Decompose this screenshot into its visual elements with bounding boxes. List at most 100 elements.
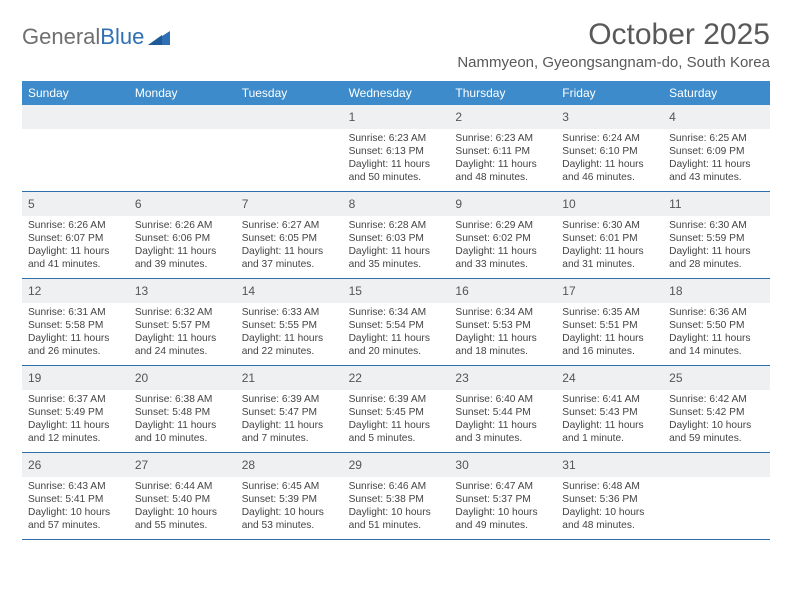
day-detail-line: Sunset: 5:40 PM [135, 493, 230, 506]
day-details: Sunrise: 6:36 AMSunset: 5:50 PMDaylight:… [663, 303, 770, 364]
weekday-sunday: Sunday [22, 81, 129, 105]
day-details: Sunrise: 6:39 AMSunset: 5:45 PMDaylight:… [343, 390, 450, 451]
day-number-row: 18 [663, 279, 770, 303]
day-number-row: 7 [236, 192, 343, 216]
day-detail-line: Daylight: 11 hours [28, 245, 123, 258]
day-details: Sunrise: 6:44 AMSunset: 5:40 PMDaylight:… [129, 477, 236, 538]
day-cell: 25Sunrise: 6:42 AMSunset: 5:42 PMDayligh… [663, 366, 770, 452]
day-cell-empty: . [22, 105, 129, 191]
day-detail-line: Sunrise: 6:31 AM [28, 306, 123, 319]
day-number: 30 [455, 458, 468, 472]
day-detail-line: Sunset: 6:10 PM [562, 145, 657, 158]
day-detail-line: Daylight: 11 hours [242, 245, 337, 258]
day-detail-line: Sunset: 6:01 PM [562, 232, 657, 245]
day-number-row: 12 [22, 279, 129, 303]
day-detail-line: Daylight: 11 hours [669, 332, 764, 345]
day-detail-line: Daylight: 11 hours [135, 245, 230, 258]
day-number-row: 2 [449, 105, 556, 129]
day-details: Sunrise: 6:34 AMSunset: 5:54 PMDaylight:… [343, 303, 450, 364]
day-number-row: 21 [236, 366, 343, 390]
day-number: 11 [669, 197, 681, 211]
day-detail-line: Sunset: 5:54 PM [349, 319, 444, 332]
day-detail-line: Sunset: 5:44 PM [455, 406, 550, 419]
day-detail-line: Daylight: 10 hours [135, 506, 230, 519]
day-number: 15 [349, 284, 362, 298]
day-detail-line: Daylight: 11 hours [562, 332, 657, 345]
day-detail-line: Sunrise: 6:36 AM [669, 306, 764, 319]
day-detail-line: Sunrise: 6:37 AM [28, 393, 123, 406]
day-cell: 7Sunrise: 6:27 AMSunset: 6:05 PMDaylight… [236, 192, 343, 278]
day-detail-line: Sunrise: 6:28 AM [349, 219, 444, 232]
day-detail-line: Sunrise: 6:38 AM [135, 393, 230, 406]
day-detail-line: Sunset: 5:38 PM [349, 493, 444, 506]
day-number: 3 [562, 110, 569, 124]
day-details: Sunrise: 6:30 AMSunset: 5:59 PMDaylight:… [663, 216, 770, 277]
day-detail-line: and 26 minutes. [28, 345, 123, 358]
day-detail-line: Daylight: 10 hours [242, 506, 337, 519]
day-detail-line: and 16 minutes. [562, 345, 657, 358]
day-detail-line: Daylight: 11 hours [669, 245, 764, 258]
day-details: Sunrise: 6:34 AMSunset: 5:53 PMDaylight:… [449, 303, 556, 364]
day-detail-line: Sunset: 5:53 PM [455, 319, 550, 332]
week-row: 12Sunrise: 6:31 AMSunset: 5:58 PMDayligh… [22, 279, 770, 366]
day-details: Sunrise: 6:31 AMSunset: 5:58 PMDaylight:… [22, 303, 129, 364]
day-detail-line: Sunrise: 6:40 AM [455, 393, 550, 406]
day-details: Sunrise: 6:27 AMSunset: 6:05 PMDaylight:… [236, 216, 343, 277]
week-row: 19Sunrise: 6:37 AMSunset: 5:49 PMDayligh… [22, 366, 770, 453]
week-row: 26Sunrise: 6:43 AMSunset: 5:41 PMDayligh… [22, 453, 770, 540]
day-cell: 31Sunrise: 6:48 AMSunset: 5:36 PMDayligh… [556, 453, 663, 539]
day-number-row: . [236, 105, 343, 129]
day-cell: 12Sunrise: 6:31 AMSunset: 5:58 PMDayligh… [22, 279, 129, 365]
day-number-row: 4 [663, 105, 770, 129]
calendar: Sunday Monday Tuesday Wednesday Thursday… [22, 81, 770, 540]
day-detail-line: and 1 minute. [562, 432, 657, 445]
day-detail-line: Daylight: 11 hours [28, 332, 123, 345]
weekday-friday: Friday [556, 81, 663, 105]
day-detail-line: Sunset: 6:05 PM [242, 232, 337, 245]
day-detail-line: Sunrise: 6:23 AM [349, 132, 444, 145]
week-row: ...1Sunrise: 6:23 AMSunset: 6:13 PMDayli… [22, 105, 770, 192]
day-cell: 28Sunrise: 6:45 AMSunset: 5:39 PMDayligh… [236, 453, 343, 539]
day-details: Sunrise: 6:24 AMSunset: 6:10 PMDaylight:… [556, 129, 663, 190]
day-detail-line: Daylight: 11 hours [562, 419, 657, 432]
day-detail-line: and 53 minutes. [242, 519, 337, 532]
day-number: 10 [562, 197, 575, 211]
day-details: Sunrise: 6:47 AMSunset: 5:37 PMDaylight:… [449, 477, 556, 538]
weekday-header: Sunday Monday Tuesday Wednesday Thursday… [22, 81, 770, 105]
page-subtitle: Nammyeon, Gyeongsangnam-do, South Korea [457, 54, 770, 71]
day-details: Sunrise: 6:38 AMSunset: 5:48 PMDaylight:… [129, 390, 236, 451]
day-detail-line: and 7 minutes. [242, 432, 337, 445]
day-detail-line: Daylight: 11 hours [28, 419, 123, 432]
day-detail-line: and 55 minutes. [135, 519, 230, 532]
day-detail-line: Sunrise: 6:34 AM [455, 306, 550, 319]
day-number-row: 28 [236, 453, 343, 477]
day-cell: 18Sunrise: 6:36 AMSunset: 5:50 PMDayligh… [663, 279, 770, 365]
day-detail-line: Sunrise: 6:39 AM [349, 393, 444, 406]
day-number-row: 3 [556, 105, 663, 129]
day-detail-line: Sunrise: 6:39 AM [242, 393, 337, 406]
day-detail-line: Sunset: 5:47 PM [242, 406, 337, 419]
day-detail-line: Sunset: 6:02 PM [455, 232, 550, 245]
day-detail-line: Sunset: 6:09 PM [669, 145, 764, 158]
day-number-row: 5 [22, 192, 129, 216]
day-number: 5 [28, 197, 35, 211]
day-detail-line: and 22 minutes. [242, 345, 337, 358]
day-detail-line: Sunset: 5:36 PM [562, 493, 657, 506]
day-detail-line: Sunrise: 6:47 AM [455, 480, 550, 493]
day-detail-line: Daylight: 11 hours [562, 245, 657, 258]
day-detail-line: and 31 minutes. [562, 258, 657, 271]
day-detail-line: Sunset: 5:51 PM [562, 319, 657, 332]
day-number-row: . [129, 105, 236, 129]
day-number-row: 25 [663, 366, 770, 390]
day-detail-line: Sunset: 5:59 PM [669, 232, 764, 245]
day-cell: 10Sunrise: 6:30 AMSunset: 6:01 PMDayligh… [556, 192, 663, 278]
day-number: 6 [135, 197, 142, 211]
day-detail-line: and 48 minutes. [562, 519, 657, 532]
day-cell-empty: . [663, 453, 770, 539]
day-detail-line: Daylight: 11 hours [455, 245, 550, 258]
day-detail-line: Daylight: 11 hours [455, 332, 550, 345]
day-detail-line: Sunset: 5:41 PM [28, 493, 123, 506]
day-number: 1 [349, 110, 356, 124]
day-cell: 4Sunrise: 6:25 AMSunset: 6:09 PMDaylight… [663, 105, 770, 191]
day-detail-line: Daylight: 11 hours [349, 158, 444, 171]
